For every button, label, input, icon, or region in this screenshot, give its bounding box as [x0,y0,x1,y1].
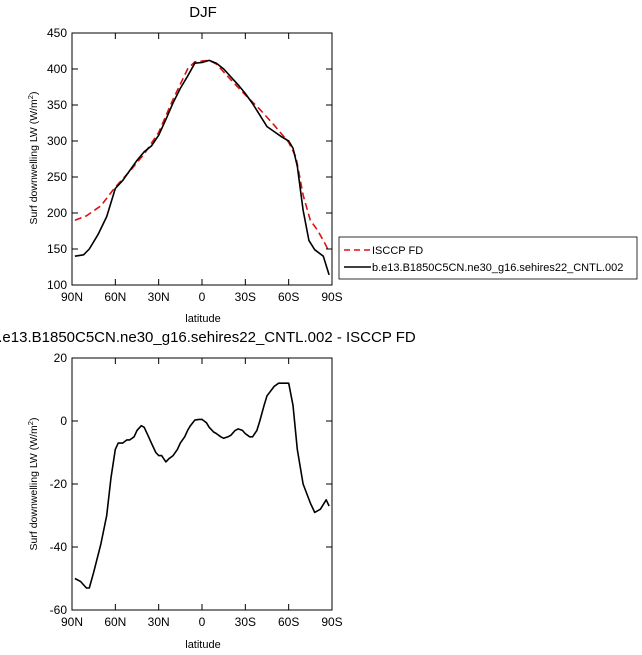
legend-label-model: b.e13.B1850C5CN.ne30_g16.sehires22_CNTL.… [372,262,623,274]
p0-frame [71,32,333,286]
plot-top-ylabel-sup: 2 [26,95,35,99]
p1-xtick-label-3: 0 [199,615,206,629]
p0-xtick-label-3: 0 [199,290,206,304]
p0-ytick-label-4: 300 [47,134,67,148]
p1-xtick-label-5: 60S [278,615,299,629]
p0-xtick-label-2: 30N [148,290,170,304]
plot-bottom-ylabel: Surf downwelling LW (W/m2) [26,418,40,551]
plot-bottom-title: .e13.B1850C5CN.ne30_g16.sehires22_CNTL.0… [0,329,416,346]
p1-ytick-label-2: -20 [50,477,68,491]
p0-series-0-line [74,59,330,253]
p0-ytick-label-3: 250 [47,170,67,184]
p0-xtick-label-6: 90S [321,290,342,304]
legend: ISCCP FD b.e13.B1850C5CN.ne30_g16.sehire… [338,236,638,280]
p0-ytick-label-7: 450 [47,26,67,40]
p1-xtick-label-4: 30S [235,615,256,629]
plot-top-xlabel: latitude [185,313,220,325]
p1-ytick-label-4: 20 [54,351,68,365]
p0-ytick-label-0: 100 [47,278,67,292]
plot-top-title: DJF [189,4,217,21]
p0-ytick-label-2: 200 [47,206,67,220]
p1-ytick-label-0: -60 [50,603,68,617]
p0-xtick-label-5: 60S [278,290,299,304]
p0-ytick-label-5: 350 [47,98,67,112]
plot-bottom-ylabel-end: ) [28,418,40,422]
p1-xtick-label-1: 60N [104,615,126,629]
p1-xtick-label-0: 90N [61,615,83,629]
p0-ytick-label-1: 150 [47,242,67,256]
plot-top-ylabel: Surf downwelling LW (W/m2) [26,92,40,225]
plot-top-ylabel-end: ) [28,92,40,96]
plot-bottom-xlabel: latitude [185,639,220,651]
p0-xtick-label-0: 90N [61,290,83,304]
p0-ytick-label-6: 400 [47,62,67,76]
p1-ytick-label-1: -40 [50,540,68,554]
p0-series-1-line [74,59,330,276]
p1-xtick-label-6: 90S [321,615,342,629]
p1-xtick-label-2: 30N [148,615,170,629]
plot-top-ylabel-main: Surf downwelling LW (W/m [28,99,40,225]
plot-bottom-ylabel-sup: 2 [26,421,35,425]
plot-bottom: .e13.B1850C5CN.ne30_g16.sehires22_CNTL.0… [0,329,416,651]
plot-bottom-ylabel-main: Surf downwelling LW (W/m [28,425,40,551]
p0-xtick-label-1: 60N [104,290,126,304]
p1-ytick-label-3: 0 [60,414,67,428]
p0-xtick-label-4: 30S [235,290,256,304]
plot-top: DJF Surf downwelling LW (W/m2) latitude … [26,4,343,325]
p1-series-0-line [74,382,330,589]
legend-label-isccp: ISCCP FD [372,245,423,257]
legend-box [338,236,638,280]
